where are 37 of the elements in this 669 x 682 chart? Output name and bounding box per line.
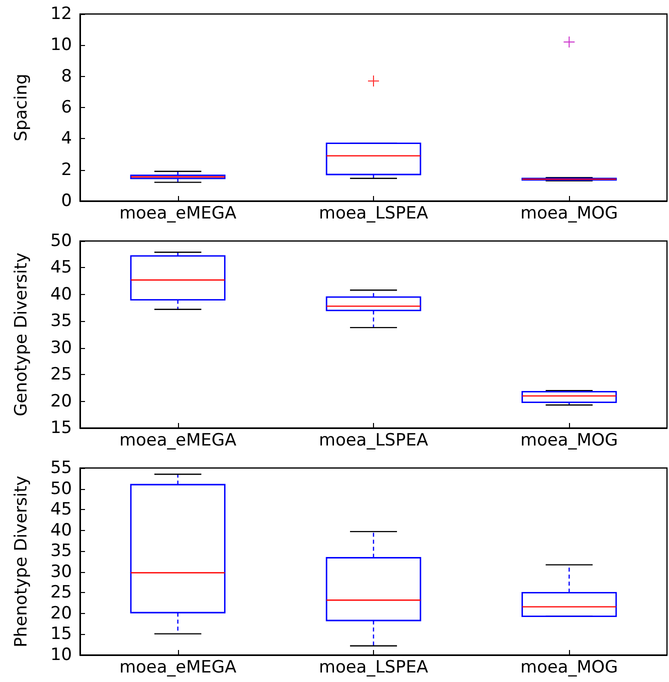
y-tick-label: 30	[50, 338, 72, 358]
y-tick-label: 50	[50, 231, 72, 251]
x-tick-label: moea_MOG	[520, 204, 618, 224]
y-axis-title: Genotype Diversity	[12, 252, 32, 416]
x-tick-label: moea_eMEGA	[119, 204, 237, 224]
y-tick-label: 30	[50, 562, 72, 582]
y-tick-label: 8	[61, 66, 72, 86]
y-tick-label: 20	[50, 603, 72, 624]
x-tick-label: moea_eMEGA	[119, 430, 237, 450]
y-tick-label: 20	[50, 391, 72, 412]
y-tick-label: 45	[50, 500, 72, 520]
y-tick-label: 10	[50, 35, 72, 56]
y-tick-label: 25	[50, 364, 72, 385]
x-tick-label: moea_eMEGA	[119, 658, 237, 678]
x-tick-label: moea_MOG	[520, 658, 618, 678]
y-tick-label: 4	[61, 128, 72, 149]
y-tick-label: 50	[50, 478, 72, 499]
y-axis-title: Spacing	[12, 74, 32, 142]
x-tick-label: moea_LSPEA	[318, 658, 428, 678]
y-tick-label: 35	[50, 311, 72, 332]
y-tick-label: 2	[61, 160, 72, 180]
y-tick-label: 45	[50, 258, 72, 278]
y-tick-label: 0	[61, 191, 72, 211]
y-tick-label: 15	[50, 418, 72, 438]
x-tick-label: moea_LSPEA	[318, 204, 428, 224]
y-tick-label: 55	[50, 458, 72, 478]
y-tick-label: 6	[61, 98, 72, 118]
x-tick-label: moea_MOG	[520, 430, 618, 450]
y-tick-label: 40	[50, 284, 72, 304]
y-tick-label: 40	[50, 520, 72, 540]
y-tick-label: 35	[50, 541, 72, 562]
y-tick-label: 15	[50, 624, 72, 644]
x-tick-label: moea_LSPEA	[318, 430, 428, 450]
y-tick-label: 12	[50, 4, 72, 24]
y-tick-label: 10	[50, 645, 72, 665]
y-axis-title: Phenotype Diversity	[12, 476, 32, 648]
y-tick-label: 25	[50, 582, 72, 603]
